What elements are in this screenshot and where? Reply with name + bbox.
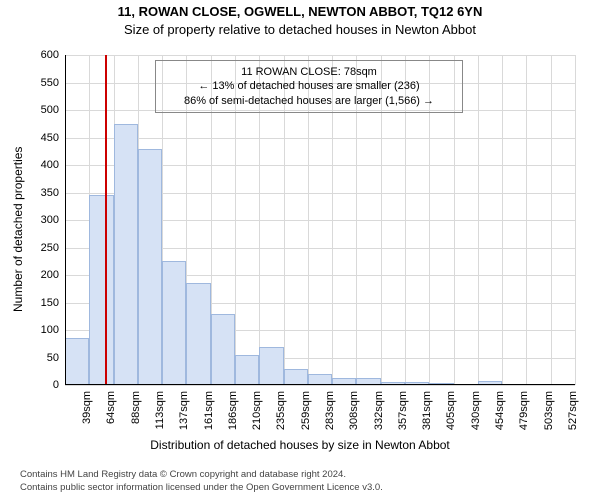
histogram-bar [65, 338, 89, 385]
histogram-bar [235, 355, 259, 385]
grid-line-vertical [526, 55, 527, 385]
x-tick: 186sqm [227, 391, 239, 430]
grid-line-vertical [575, 55, 576, 385]
y-tick: 350 [0, 187, 59, 199]
y-tick: 50 [0, 352, 59, 364]
x-tick: 381sqm [421, 391, 433, 430]
annotation-line3: 86% of semi-detached houses are larger (… [164, 94, 454, 108]
grid-line [65, 55, 575, 56]
histogram-bar [211, 314, 235, 386]
grid-line [65, 385, 575, 386]
x-tick: 113sqm [154, 391, 166, 429]
y-tick: 600 [0, 49, 59, 61]
annotation-line2: ← 13% of detached houses are smaller (23… [164, 79, 454, 93]
x-tick: 454sqm [494, 391, 506, 430]
histogram-bar [162, 261, 186, 385]
histogram-bar [284, 369, 308, 386]
footer: Contains HM Land Registry data © Crown c… [20, 469, 383, 494]
x-tick: 357sqm [397, 391, 409, 430]
histogram-bar [186, 283, 210, 385]
y-axis-line [65, 55, 66, 385]
annotation-box: 11 ROWAN CLOSE: 78sqm ← 13% of detached … [155, 60, 463, 113]
grid-line-vertical [551, 55, 552, 385]
histogram-bar [114, 124, 138, 385]
histogram-bar [259, 347, 283, 386]
x-tick: 405sqm [445, 391, 457, 430]
x-tick: 479sqm [518, 391, 530, 430]
x-tick: 308sqm [348, 391, 360, 430]
x-tick: 503sqm [543, 391, 555, 430]
property-marker-line [105, 55, 107, 385]
footer-line2: Contains public sector information licen… [20, 482, 383, 494]
x-tick: 527sqm [567, 391, 579, 430]
chart-container: 11, ROWAN CLOSE, OGWELL, NEWTON ABBOT, T… [0, 0, 600, 500]
grid-line-vertical [478, 55, 479, 385]
x-axis-line [65, 384, 575, 385]
x-tick: 39sqm [81, 391, 93, 424]
x-tick: 137sqm [178, 391, 190, 430]
chart-title-line2: Size of property relative to detached ho… [0, 22, 600, 37]
y-tick: 300 [0, 214, 59, 226]
y-tick: 200 [0, 269, 59, 281]
x-tick: 64sqm [105, 391, 117, 424]
y-tick: 150 [0, 297, 59, 309]
x-axis-label: Distribution of detached houses by size … [0, 438, 600, 452]
y-tick: 450 [0, 132, 59, 144]
x-tick: 332sqm [373, 391, 385, 430]
y-tick: 100 [0, 324, 59, 336]
y-tick: 400 [0, 159, 59, 171]
x-tick: 283sqm [324, 391, 336, 430]
grid-line [65, 138, 575, 139]
x-tick: 259sqm [300, 391, 312, 430]
footer-line1: Contains HM Land Registry data © Crown c… [20, 469, 383, 481]
y-tick: 550 [0, 77, 59, 89]
x-tick: 161sqm [203, 391, 215, 430]
x-tick: 210sqm [251, 391, 263, 430]
grid-line-vertical [502, 55, 503, 385]
x-tick: 430sqm [470, 391, 482, 430]
y-tick: 500 [0, 104, 59, 116]
chart-title-line1: 11, ROWAN CLOSE, OGWELL, NEWTON ABBOT, T… [0, 4, 600, 19]
x-tick: 235sqm [275, 391, 287, 430]
histogram-bar [138, 149, 162, 386]
y-tick: 250 [0, 242, 59, 254]
y-tick: 0 [0, 379, 59, 391]
histogram-bar [89, 195, 113, 385]
x-tick: 88sqm [130, 391, 142, 424]
annotation-line1: 11 ROWAN CLOSE: 78sqm [164, 65, 454, 79]
